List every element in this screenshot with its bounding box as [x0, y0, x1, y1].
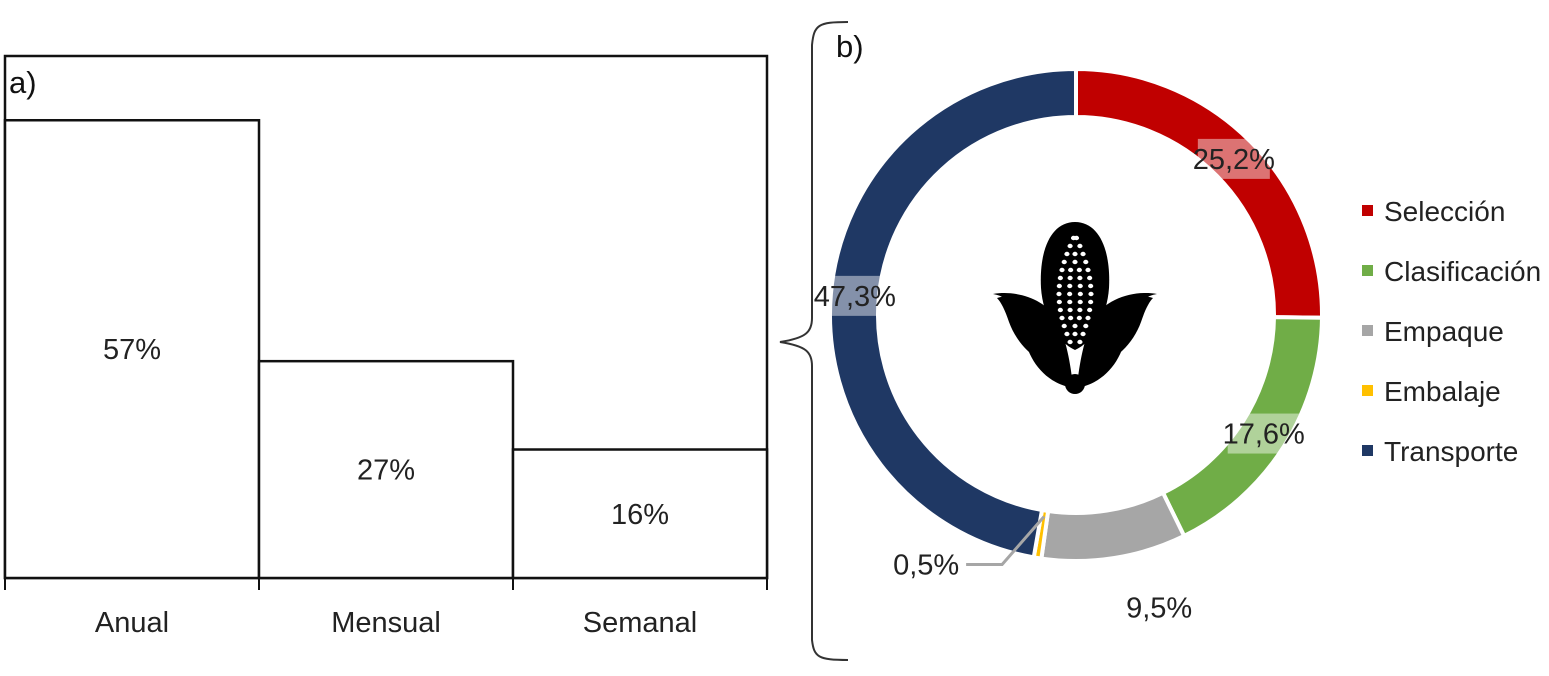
panel-label-b: b)	[836, 29, 864, 64]
donut-value-label: 17,6%	[1223, 419, 1305, 451]
donut-value-label: 47,3%	[814, 281, 896, 313]
bar-chart-panel: a) 57% 27% 16% Anual Mensual Semanal	[3, 54, 769, 639]
corn-icon	[993, 222, 1157, 394]
curly-brace	[779, 21, 849, 661]
legend-label: Clasificación	[1384, 256, 1541, 287]
leader-line	[966, 515, 1046, 566]
donut-label-box	[1227, 413, 1300, 454]
donut-label-box	[818, 275, 891, 316]
donut-chart-panel: b) 25,2% 17,6% 47,3% 9,5% 0,5% Selección Clas…	[814, 29, 1541, 625]
donut-slice-0	[1074, 66, 1324, 320]
legend-swatch	[1362, 325, 1373, 336]
legend-label: Empaque	[1384, 316, 1504, 347]
bar-value-label: 57%	[103, 334, 161, 366]
legend-swatch	[1362, 265, 1373, 276]
donut-slice-4	[828, 66, 1078, 560]
legend-swatch	[1362, 385, 1373, 396]
legend-swatch	[1362, 445, 1373, 456]
legend: Selección Clasificación Empaque Embalaje Tra…	[1362, 196, 1541, 467]
donut-slice-2	[1039, 490, 1187, 563]
legend-label: Embalaje	[1384, 376, 1501, 407]
bar-value-label: 16%	[611, 499, 669, 531]
donut-value-label: 9,5%	[1126, 593, 1192, 625]
legend-label: Transporte	[1384, 436, 1518, 467]
donut-value-label: 25,2%	[1193, 144, 1275, 176]
donut-label-box	[1197, 138, 1270, 179]
legend-swatch	[1362, 205, 1373, 216]
bar-anual	[3, 118, 261, 580]
x-tick-label: Semanal	[583, 607, 697, 639]
bar-value-label: 27%	[357, 455, 415, 487]
bar-semanal	[511, 448, 769, 580]
donut-value-label: 0,5%	[893, 549, 959, 581]
panel-label-a: a)	[9, 65, 37, 100]
bar-mensual	[257, 359, 515, 580]
legend-label: Selección	[1384, 196, 1505, 227]
x-tick-label: Mensual	[331, 607, 441, 639]
x-tick-label: Anual	[95, 607, 169, 639]
